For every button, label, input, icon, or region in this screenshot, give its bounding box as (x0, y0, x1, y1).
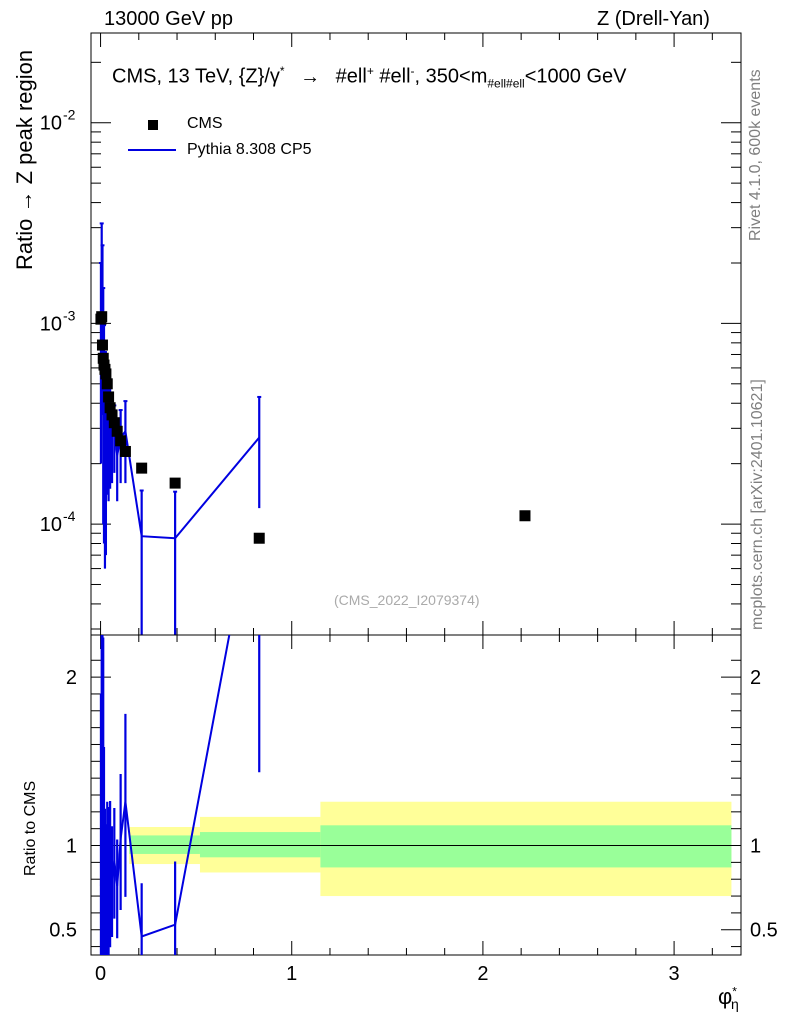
cms-point (100, 368, 112, 380)
y-tick-label: 10 (40, 113, 62, 135)
cms-point (96, 311, 108, 323)
ratio-series-group (99, 635, 261, 955)
process-label: Z (Drell-Yan) (597, 8, 710, 30)
inner-band-1 (199, 832, 321, 858)
analysis-watermark: (CMS_2022_I2079374) (334, 592, 480, 608)
title-part-a: CMS, 13 TeV, {Z}/ (112, 65, 270, 88)
cms-point (96, 339, 108, 351)
cms-point (108, 417, 120, 429)
y-tick-exponent: -4 (63, 508, 76, 524)
ratio-y-tick-label-left: 0.5 (49, 920, 77, 942)
title-sub: #ell#ell (487, 76, 525, 91)
chart-title: CMS, 13 TeV, {Z}/γ* → #ell+ #ell-, 350<m… (112, 64, 626, 91)
x-label-eta: η (730, 996, 739, 1013)
title-part-d: , 350<m (414, 65, 488, 88)
ratio-frame (90, 634, 742, 956)
energy-label: 13000 GeV pp (104, 8, 233, 30)
legend-pythia-label: Pythia 8.308 CP5 (187, 141, 312, 158)
cms-point (103, 391, 115, 403)
x-tick-label: 1 (286, 963, 297, 985)
ratio-y-tick-label-right: 2 (750, 667, 761, 689)
cms-point (101, 378, 113, 390)
title-part-b: #ell (335, 65, 367, 88)
ratio-y-tick-label-right: 1 (750, 836, 761, 858)
ratio-y-tick-label-left: 2 (66, 667, 77, 689)
cms-point (115, 435, 127, 447)
cms-point (97, 352, 109, 364)
cms-point (136, 462, 148, 474)
cms-point (119, 445, 131, 457)
ratio-line (99, 635, 231, 938)
title-star: * (279, 64, 285, 78)
title-part-e: <1000 GeV (524, 65, 627, 88)
x-tick-label: 0 (95, 963, 106, 985)
ratio-y-tick-label-left: 1 (66, 836, 77, 858)
title-part-c: #ell (373, 65, 411, 88)
legend-cms-label: CMS (187, 115, 223, 132)
title-plus: + (366, 64, 374, 78)
x-label-phi: φ (718, 984, 733, 1009)
main-series-group (95, 222, 531, 635)
y-tick-label: 10 (40, 313, 62, 335)
title-gamma: γ (269, 65, 280, 88)
x-label-star: * (732, 984, 737, 999)
x-tick-label: 3 (669, 963, 680, 985)
cms-point (253, 532, 265, 544)
legend: CMS Pythia 8.308 CP5 (128, 112, 358, 162)
cms-point (169, 477, 181, 489)
ratio-bands (129, 801, 732, 897)
cms-point (519, 510, 531, 522)
title-minus: - (410, 64, 415, 78)
legend-pythia-line (128, 149, 176, 151)
main-frame (90, 32, 742, 636)
title-arrow: → (300, 65, 321, 88)
inner-band-2 (320, 825, 732, 868)
y-tick-exponent: -3 (63, 307, 76, 323)
ratio-y-tick-label-right: 0.5 (750, 920, 778, 942)
main-plot: 10-410-310-2 (40, 32, 742, 636)
x-axis-label: φ*η (718, 984, 745, 1012)
legend-cms-marker (148, 120, 158, 130)
cms-point (111, 425, 123, 437)
ratio-plot: 0 1 2 3 0.5 0.5 1 1 2 2 (49, 634, 778, 985)
y-tick-exponent: -2 (63, 107, 76, 123)
cms-point (104, 402, 116, 414)
y-tick-label: 10 (40, 514, 62, 536)
cms-point (106, 409, 118, 421)
inner-band-0 (129, 835, 200, 854)
x-tick-label: 2 (477, 963, 488, 985)
